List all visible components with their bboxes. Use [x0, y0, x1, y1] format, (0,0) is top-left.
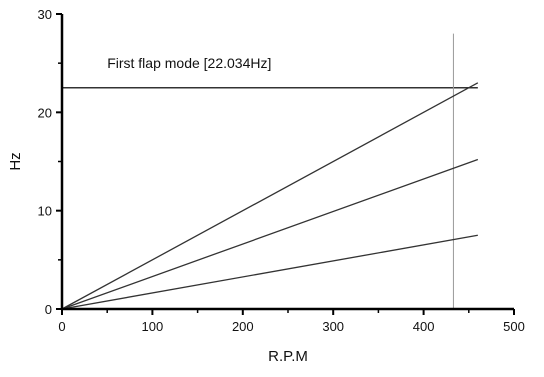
x-tick-label: 400 [413, 319, 435, 334]
y-axis-label: Hz [7, 152, 24, 170]
axes: 0 100 200 300 400 500 0 10 20 30 [38, 7, 525, 334]
x-tick-label: 500 [503, 319, 525, 334]
x-tick-label: 100 [142, 319, 164, 334]
annotation-text: First flap mode [22.034Hz] [107, 55, 271, 71]
series-line-2 [61, 158, 479, 310]
series-line-3 [61, 234, 478, 310]
y-tick-label: 20 [38, 105, 52, 120]
x-tick-label: 300 [322, 319, 344, 334]
y-tick-label: 30 [38, 7, 52, 22]
x-ticks: 0 100 200 300 400 500 [58, 309, 525, 334]
x-tick-label: 0 [58, 319, 65, 334]
y-tick-label: 0 [45, 302, 52, 317]
annotations: First flap mode [22.034Hz] [107, 55, 271, 71]
plot-marks [61, 33, 479, 310]
series-line-1 [61, 82, 479, 310]
x-axis-label: R.P.M [268, 348, 308, 365]
y-ticks: 0 10 20 30 [38, 7, 62, 317]
x-tick-label: 200 [232, 319, 254, 334]
y-tick-label: 10 [38, 204, 52, 219]
